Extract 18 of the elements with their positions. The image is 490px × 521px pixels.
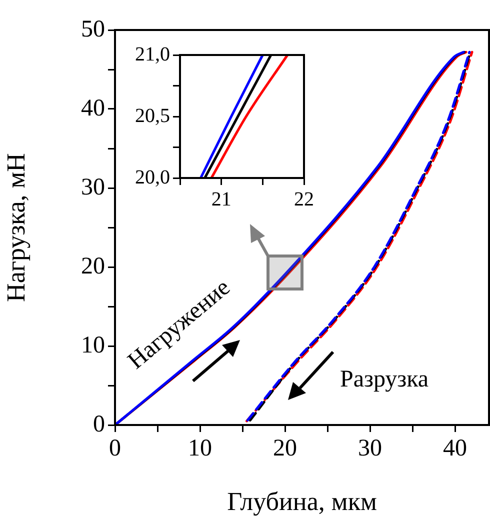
annotation: Разрузка [340, 366, 429, 392]
x-tick-label: 10 [188, 436, 212, 462]
y-tick-label: 20,0 [135, 166, 170, 188]
x-tick-label: 21 [211, 188, 232, 210]
x-tick-label: 0 [109, 436, 121, 462]
x-tick-label: 30 [358, 436, 382, 462]
y-axis-title: Нагрузка, мН [1, 152, 30, 302]
y-tick-label: 21,0 [135, 43, 170, 66]
y-tick-label: 50 [81, 16, 105, 42]
x-tick-label: 40 [443, 436, 467, 462]
x-tick-label: 22 [294, 188, 314, 210]
y-tick-label: 20 [81, 253, 105, 280]
x-tick-label: 20 [273, 436, 297, 462]
y-tick-label: 40 [81, 95, 105, 122]
y-tick-label: 0 [93, 411, 105, 438]
y-tick-label: 20,5 [135, 104, 170, 127]
x-axis-title: Глубина, мкм [227, 487, 377, 516]
y-tick-label: 10 [81, 332, 105, 358]
